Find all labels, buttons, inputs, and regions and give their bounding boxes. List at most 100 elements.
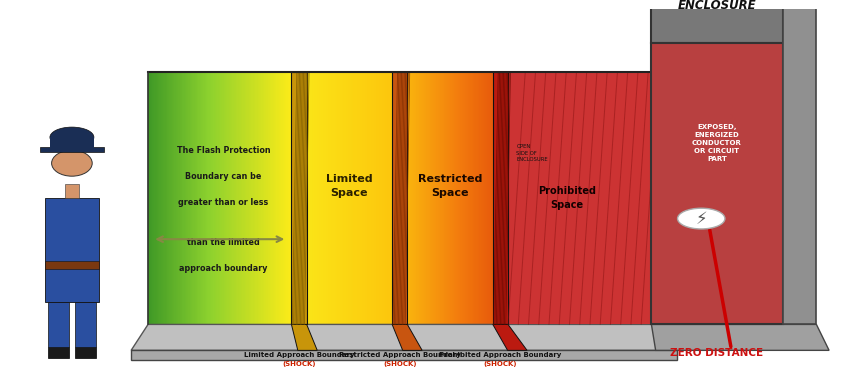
Bar (211, 73, 212, 325)
Bar (463, 73, 464, 325)
Bar (558, 73, 560, 325)
Bar (491, 73, 492, 325)
Bar (393, 73, 395, 325)
Bar (419, 73, 420, 325)
Bar (566, 73, 568, 325)
Bar (507, 73, 508, 325)
Bar (316, 73, 318, 325)
Bar (426, 73, 428, 325)
Bar (484, 73, 486, 325)
Bar (641, 73, 643, 325)
Bar (630, 73, 632, 325)
Bar (244, 73, 245, 325)
Bar (226, 73, 228, 325)
Bar (200, 73, 201, 325)
Bar (469, 73, 470, 325)
Bar (432, 73, 434, 325)
Bar (409, 73, 411, 325)
Bar (358, 73, 360, 325)
Bar (589, 73, 591, 325)
Bar (437, 73, 439, 325)
Bar (190, 73, 191, 325)
Bar (336, 73, 338, 325)
Bar (225, 73, 227, 325)
Text: The Flash Protection: The Flash Protection (177, 146, 271, 155)
Bar (291, 73, 306, 325)
Bar (381, 73, 382, 325)
Bar (453, 73, 455, 325)
Bar (333, 73, 335, 325)
Bar (371, 73, 372, 325)
Bar (303, 73, 305, 325)
Bar (355, 73, 357, 325)
Bar (421, 73, 423, 325)
Bar (236, 73, 238, 325)
Bar (513, 73, 514, 325)
Bar (553, 73, 555, 325)
Bar (192, 73, 194, 325)
Bar (314, 73, 316, 325)
Text: Prohibited Approach Boundary: Prohibited Approach Boundary (439, 352, 562, 358)
Bar (468, 73, 470, 325)
Bar (173, 73, 175, 325)
Ellipse shape (50, 127, 94, 147)
Bar (157, 73, 158, 325)
Bar (270, 73, 272, 325)
Bar (536, 73, 537, 325)
Bar (546, 73, 547, 325)
Bar (404, 73, 406, 325)
Bar (324, 73, 326, 325)
Bar (304, 73, 305, 325)
Bar (625, 73, 627, 325)
Bar (187, 73, 189, 325)
Bar (289, 73, 291, 325)
Bar (166, 73, 168, 325)
Bar (572, 73, 574, 325)
Bar (603, 73, 605, 325)
Bar (50, 137, 94, 149)
Bar (233, 73, 235, 325)
Bar (310, 73, 312, 325)
Bar (645, 73, 647, 325)
Bar (564, 73, 566, 325)
Bar (488, 73, 490, 325)
Bar (233, 73, 234, 325)
Bar (149, 73, 151, 325)
Bar (357, 73, 359, 325)
Bar (222, 73, 224, 325)
Bar (184, 73, 185, 325)
Bar (595, 73, 596, 325)
Bar (643, 73, 645, 325)
Bar (172, 73, 173, 325)
Bar (640, 73, 642, 325)
Bar (414, 73, 415, 325)
Bar (407, 73, 409, 325)
Bar (372, 73, 374, 325)
Bar (543, 73, 545, 325)
Bar (228, 73, 230, 325)
Bar (540, 73, 541, 325)
Bar (196, 73, 198, 325)
Bar (455, 73, 457, 325)
Bar (217, 73, 219, 325)
Bar (518, 73, 519, 325)
Bar (329, 73, 331, 325)
Bar (179, 73, 181, 325)
Bar (556, 73, 558, 325)
Bar (498, 73, 500, 325)
Bar (492, 73, 493, 325)
Bar (574, 73, 575, 325)
Bar (171, 73, 173, 325)
Bar (182, 73, 184, 325)
Text: Limited Approach Boundary: Limited Approach Boundary (244, 352, 354, 358)
Bar (341, 73, 343, 325)
Bar (174, 73, 176, 325)
Bar (267, 73, 269, 325)
Bar (360, 73, 361, 325)
Bar (458, 73, 459, 325)
Bar (580, 73, 581, 325)
Bar (158, 73, 160, 325)
Bar (636, 73, 638, 325)
Bar (377, 73, 379, 325)
Bar (409, 73, 410, 325)
